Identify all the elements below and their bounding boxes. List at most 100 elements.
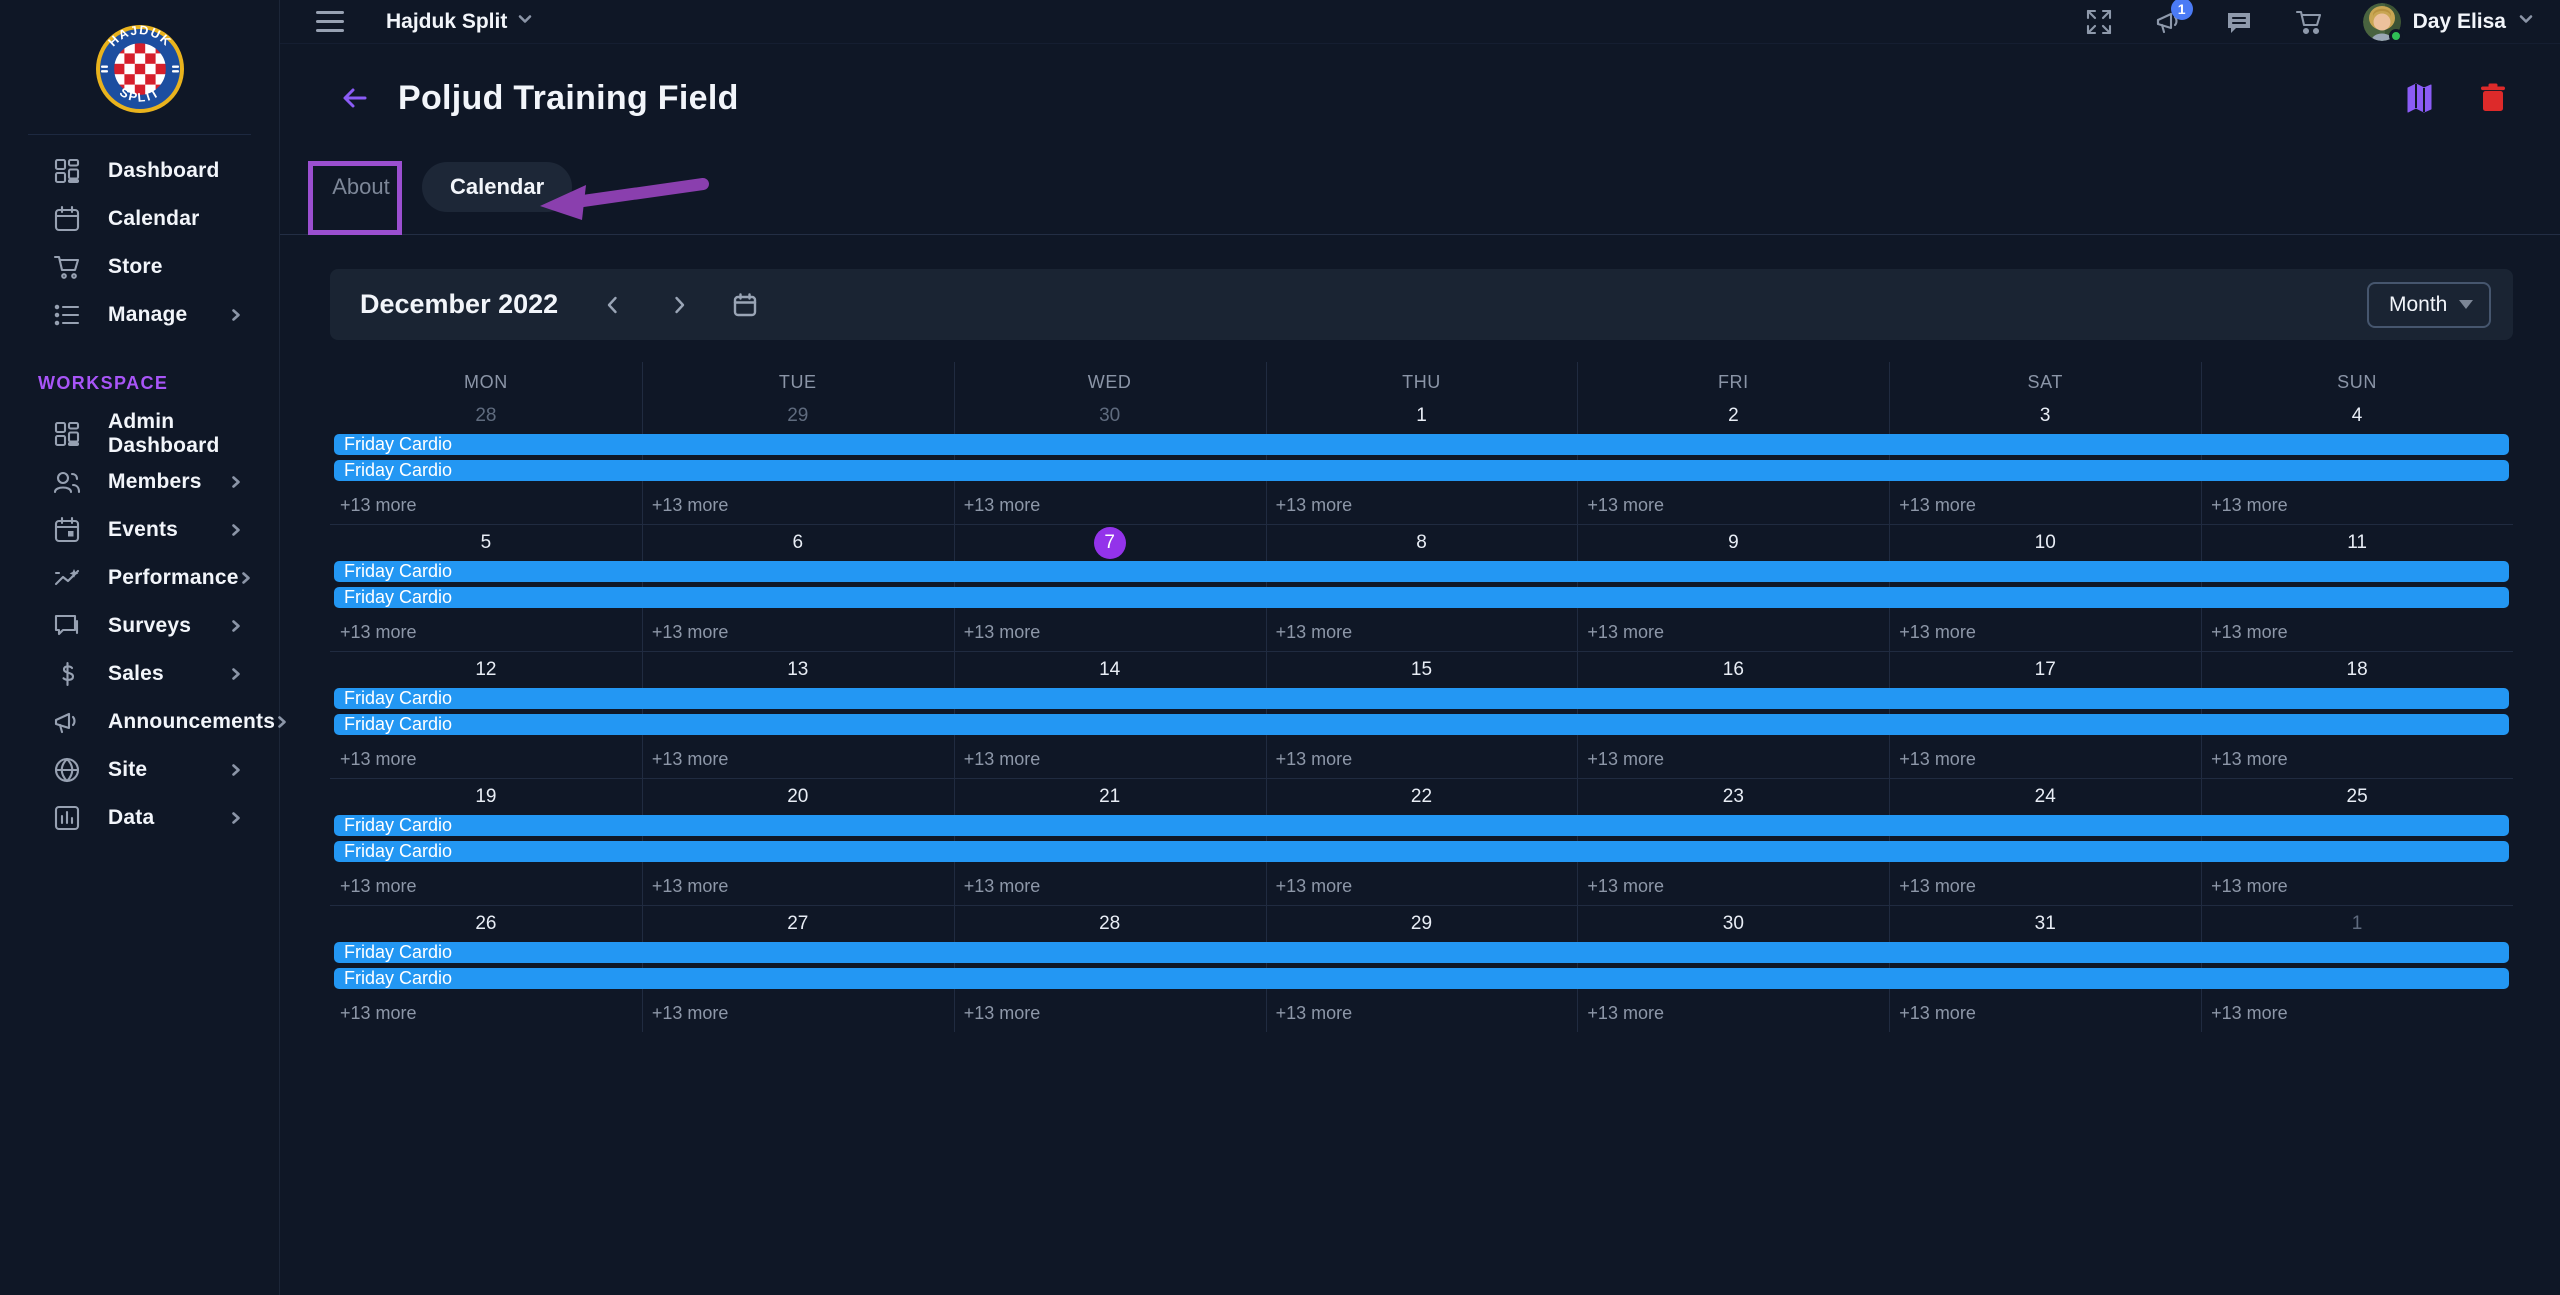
sidebar-item-admin-dashboard[interactable]: Admin Dashboard <box>0 410 279 458</box>
more-events-link[interactable]: +13 more <box>340 749 417 769</box>
event-bar[interactable]: Friday Cardio <box>334 968 2509 989</box>
sidebar-item-sales[interactable]: Sales <box>0 650 279 698</box>
more-events-link[interactable]: +13 more <box>2211 749 2288 769</box>
sidebar-item-site[interactable]: Site <box>0 746 279 794</box>
sidebar-item-manage[interactable]: Manage <box>0 291 279 339</box>
megaphone-icon[interactable]: 1 <box>2153 0 2193 38</box>
more-events-link[interactable]: +13 more <box>340 622 417 642</box>
more-events-link[interactable]: +13 more <box>1587 749 1664 769</box>
event-bar[interactable]: Friday Cardio <box>334 714 2509 735</box>
more-events-link[interactable]: +13 more <box>1899 749 1976 769</box>
more-events-link[interactable]: +13 more <box>1587 876 1664 896</box>
sidebar-item-members[interactable]: Members <box>0 458 279 506</box>
more-events-link[interactable]: +13 more <box>1899 876 1976 896</box>
prev-month-button[interactable] <box>600 292 626 318</box>
more-events-link[interactable]: +13 more <box>651 495 729 515</box>
sidebar-item-events[interactable]: Events <box>0 506 279 554</box>
date-picker-icon[interactable] <box>732 292 758 318</box>
more-events-link[interactable]: +13 more <box>1587 622 1664 642</box>
more-events-link[interactable]: +13 more <box>2211 1003 2288 1023</box>
more-events-link[interactable]: +13 more <box>651 749 729 769</box>
event-bar[interactable]: Friday Cardio <box>334 460 2509 481</box>
calendar-icon <box>52 204 82 234</box>
more-events-link[interactable]: +13 more <box>1275 749 1353 769</box>
calendar-weeks: 28 29 30 1 2 3 4 Friday Cardio Friday Cardio +13 … <box>330 398 2513 1032</box>
weekday-name: WED <box>1087 372 1132 392</box>
chat-icon[interactable] <box>2223 6 2255 38</box>
date-cell: 5 <box>480 532 492 553</box>
more-events-link[interactable]: +13 more <box>963 622 1041 642</box>
cart-icon[interactable] <box>2293 6 2325 38</box>
sidebar-item-store[interactable]: Store <box>0 243 279 291</box>
dates-row: 19 20 21 22 23 24 25 <box>330 779 2513 815</box>
sidebar-item-label: Manage <box>108 303 188 326</box>
date-cell: 16 <box>1722 659 1744 680</box>
user-name: Day Elisa <box>2412 9 2506 33</box>
more-events-link[interactable]: +13 more <box>340 876 417 896</box>
date-cell: 2 <box>1728 405 1739 426</box>
event-bar[interactable]: Friday Cardio <box>334 587 2509 608</box>
more-row: +13 more +13 more +13 more +13 more +13 more… <box>330 486 2513 524</box>
sidebar-item-label: Store <box>108 255 163 278</box>
chevron-right-icon <box>229 475 243 489</box>
event-bar[interactable]: Friday Cardio <box>334 561 2509 582</box>
tab-calendar[interactable]: Calendar <box>422 162 573 212</box>
sidebar-item-announcements[interactable]: Announcements <box>0 698 286 746</box>
event-bar[interactable]: Friday Cardio <box>334 942 2509 963</box>
user-menu[interactable]: Day Elisa <box>2362 2 2534 43</box>
more-events-link[interactable]: +13 more <box>2211 495 2288 515</box>
date-cell: 25 <box>2346 786 2368 807</box>
back-button[interactable] <box>338 81 372 115</box>
more-events-link[interactable]: +13 more <box>963 495 1041 515</box>
view-select-dropdown[interactable]: Month <box>2367 281 2491 328</box>
next-month-button[interactable] <box>666 292 692 318</box>
avatar[interactable] <box>2362 2 2403 43</box>
more-events-link[interactable]: +13 more <box>651 622 729 642</box>
chevron-down-icon <box>517 11 533 32</box>
date-cell: 22 <box>1410 786 1433 807</box>
map-icon[interactable] <box>2402 81 2436 115</box>
date-cell: 8 <box>1416 532 1427 553</box>
chevron-right-icon <box>275 715 289 729</box>
more-events-link[interactable]: +13 more <box>340 1003 417 1023</box>
more-events-link[interactable]: +13 more <box>1899 1003 1976 1023</box>
sidebar-item-data[interactable]: Data <box>0 794 279 842</box>
event-bar[interactable]: Friday Cardio <box>334 841 2509 862</box>
more-events-link[interactable]: +13 more <box>1275 1003 1353 1023</box>
more-events-link[interactable]: +13 more <box>1275 495 1353 515</box>
event-bar[interactable]: Friday Cardio <box>334 815 2509 836</box>
megaphone-icon <box>52 707 82 737</box>
more-events-link[interactable]: +13 more <box>1275 876 1353 896</box>
notification-badge: 1 <box>2170 0 2193 20</box>
more-events-link[interactable]: +13 more <box>2211 876 2288 896</box>
event-bar[interactable]: Friday Cardio <box>334 434 2509 455</box>
more-events-link[interactable]: +13 more <box>1899 495 1976 515</box>
calendar-week-row: 12 13 14 15 16 17 18 Friday Cardio Friday Cardio… <box>330 651 2513 778</box>
sidebar-item-calendar[interactable]: Calendar <box>0 195 279 243</box>
more-events-link[interactable]: +13 more <box>963 749 1041 769</box>
team-selector[interactable]: Hajduk Split <box>386 10 533 34</box>
weekday-name: THU <box>1402 372 1441 392</box>
fullscreen-icon[interactable] <box>2083 6 2115 38</box>
calendar-week-row: 26 27 28 29 30 31 1 Friday Cardio Friday Cardio +… <box>330 905 2513 1032</box>
dates-row: 26 27 28 29 30 31 1 <box>330 906 2513 942</box>
trash-icon[interactable] <box>2476 81 2510 115</box>
event-bar[interactable]: Friday Cardio <box>334 688 2509 709</box>
more-events-link[interactable]: +13 more <box>1587 1003 1664 1023</box>
tab-about[interactable]: About <box>332 174 390 199</box>
more-events-link[interactable]: +13 more <box>340 495 417 515</box>
today-indicator[interactable]: 7 <box>1093 527 1126 559</box>
more-events-link[interactable]: +13 more <box>1587 495 1664 515</box>
more-events-link[interactable]: +13 more <box>1899 622 1976 642</box>
menu-toggle-button[interactable] <box>316 11 344 32</box>
more-events-link[interactable]: +13 more <box>963 876 1041 896</box>
more-events-link[interactable]: +13 more <box>1275 622 1353 642</box>
more-events-link[interactable]: +13 more <box>651 1003 729 1023</box>
sidebar-item-surveys[interactable]: Surveys <box>0 602 279 650</box>
more-events-link[interactable]: +13 more <box>2211 622 2288 642</box>
more-events-link[interactable]: +13 more <box>651 876 729 896</box>
sidebar-item-dashboard[interactable]: Dashboard <box>0 147 279 195</box>
more-events-link[interactable]: +13 more <box>963 1003 1041 1023</box>
date-cell: 4 <box>2351 405 2363 426</box>
sidebar-item-performance[interactable]: Performance <box>0 554 279 602</box>
